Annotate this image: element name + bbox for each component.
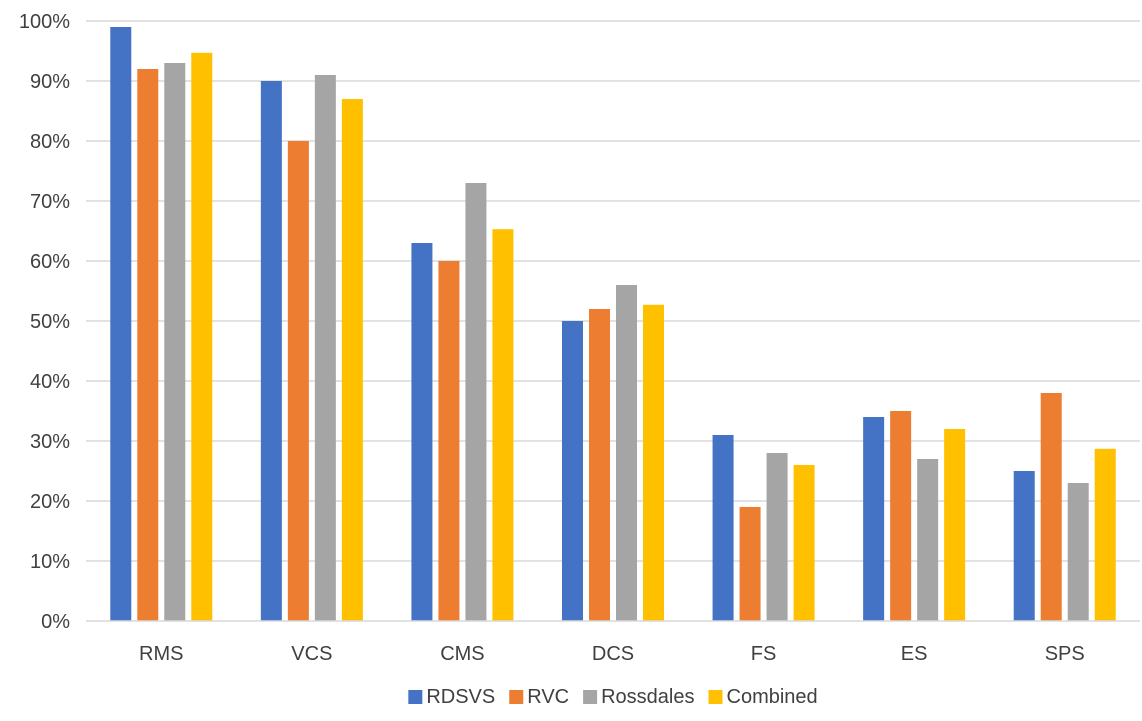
bar-rossdales-fs [766, 453, 788, 621]
bar-combined-sps [1094, 448, 1116, 621]
bar-rvc-cms [438, 261, 460, 621]
bar-rvc-vcs [287, 141, 309, 621]
y-tick-label: 70% [30, 191, 70, 213]
y-tick-label: 0% [41, 611, 70, 633]
bar-rossdales-dcs [616, 285, 637, 621]
y-tick-label: 30% [30, 431, 70, 453]
bar-rdsvs-vcs [260, 81, 282, 621]
x-tick-label: DCS [592, 643, 634, 665]
y-tick-label: 50% [30, 311, 70, 333]
bar-rdsvs-rms [110, 27, 132, 621]
legend-swatch-rvc [509, 690, 524, 704]
x-axis: RMS VCS CMS DCS FS ES SPS [86, 620, 1140, 665]
bar-combined-rms [191, 52, 213, 622]
y-tick-label: 80% [30, 131, 70, 153]
legend-label-combined: Combined [727, 686, 818, 708]
bar-rvc-es [890, 411, 912, 621]
legend-label-rdsvs: RDSVS [426, 686, 495, 708]
bars [110, 27, 1116, 622]
bar-rdsvs-fs [712, 435, 734, 621]
bar-rvc-rms [137, 69, 159, 621]
bar-rossdales-rms [164, 63, 186, 621]
bar-rvc-sps [1040, 393, 1062, 621]
y-tick-label: 20% [30, 491, 70, 513]
bar-combined-vcs [341, 99, 363, 621]
bar-rvc-dcs [589, 309, 610, 621]
bar-rossdales-vcs [314, 75, 336, 621]
y-tick-label: 60% [30, 251, 70, 273]
bar-combined-cms [492, 229, 514, 621]
bar-rdsvs-dcs [562, 321, 583, 621]
bar-rossdales-cms [465, 183, 487, 621]
bar-combined-es [944, 429, 966, 621]
x-tick-label: VCS [291, 643, 332, 665]
bar-rdsvs-es [863, 417, 885, 621]
bar-rdsvs-cms [411, 243, 433, 621]
x-tick-label: ES [901, 643, 928, 665]
x-tick-label: RMS [139, 643, 183, 665]
legend-swatch-rdsvs [408, 690, 423, 704]
legend-label-rossdales: Rossdales [601, 686, 694, 708]
bar-rvc-fs [739, 507, 761, 621]
legend-swatch-rossdales [583, 690, 598, 704]
y-tick-label: 100% [19, 11, 70, 33]
bar-rossdales-es [917, 459, 939, 621]
y-axis-ticks: 0% 10% 20% 30% 40% 50% 60% 70% 80% 90% 100% [19, 11, 70, 633]
y-tick-label: 10% [30, 551, 70, 573]
bar-rdsvs-sps [1013, 471, 1035, 621]
y-tick-label: 90% [30, 71, 70, 93]
y-tick-label: 40% [30, 371, 70, 393]
legend-label-rvc: RVC [527, 686, 569, 708]
legend: RDSVS RVC Rossdales Combined [408, 686, 818, 708]
bar-combined-dcs [643, 304, 664, 621]
bar-combined-fs [793, 465, 815, 621]
legend-swatch-combined [708, 690, 723, 704]
bar-rossdales-sps [1067, 483, 1089, 621]
gridlines [86, 20, 1140, 562]
x-tick-label: FS [751, 643, 777, 665]
x-tick-label: CMS [440, 643, 484, 665]
x-tick-label: SPS [1045, 643, 1085, 665]
